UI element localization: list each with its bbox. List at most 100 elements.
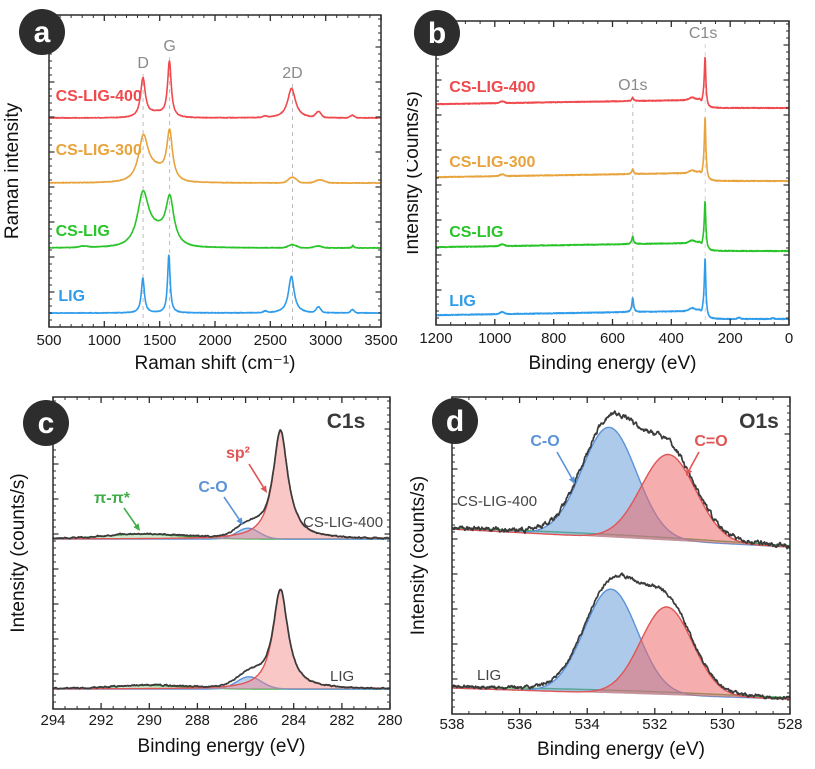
x-tick-label: 528 bbox=[777, 716, 802, 733]
series-line-cs-lig bbox=[48, 190, 382, 249]
panel-badge-circle bbox=[23, 400, 69, 446]
annotation-: π-π* bbox=[94, 490, 131, 507]
annotation-arrow bbox=[223, 496, 240, 520]
x-tick-label: 2500 bbox=[254, 332, 287, 349]
panel-b-chart: CS-LIG-400 CS-LIG-300 CS-LIG LIG 1200 1000 800… bbox=[407, 10, 793, 374]
series-line-cs-lig-300 bbox=[48, 128, 382, 185]
x-tick-label: 1200 bbox=[419, 330, 452, 347]
annotation-arrow bbox=[248, 463, 264, 488]
annotation-cs-lig-400: CS-LIG-400 bbox=[457, 493, 537, 510]
envelope-line-lig bbox=[451, 572, 791, 701]
x-tick-label: 3000 bbox=[309, 332, 342, 349]
x-tick-label: 294 bbox=[40, 712, 65, 729]
annotation-arrow bbox=[123, 507, 137, 526]
panel-badge-circle bbox=[432, 398, 478, 444]
x-tick-label: 400 bbox=[659, 330, 684, 347]
annotation-cs-lig-400: CS-LIG-400 bbox=[303, 514, 383, 531]
x-tick-label: 282 bbox=[329, 712, 354, 729]
x-tick-label: 3500 bbox=[364, 332, 397, 349]
axis-box bbox=[52, 396, 391, 710]
panel-badge-letter: d bbox=[446, 405, 464, 438]
x-axis-label: Binding energy (eV) bbox=[529, 353, 697, 374]
x-tick-label: 286 bbox=[233, 712, 258, 729]
x-tick-label: 532 bbox=[642, 716, 667, 733]
panel-badge-letter: a bbox=[34, 16, 51, 49]
component-fill-c-o bbox=[452, 427, 790, 547]
series-label-cs-lig-300: CS-LIG-300 bbox=[56, 142, 142, 159]
axis-box bbox=[435, 20, 790, 326]
peak-label-d: D bbox=[137, 55, 149, 72]
y-axis-label: Intensity (counts/s) bbox=[8, 473, 29, 632]
annotation-sp: sp² bbox=[226, 445, 250, 462]
series-line-cs-lig-300 bbox=[435, 117, 790, 183]
peak-label-g: G bbox=[163, 38, 175, 55]
series-label-cs-lig-400: CS-LIG-400 bbox=[56, 88, 142, 105]
series-label-lig: LIG bbox=[58, 288, 85, 305]
x-tick-label: 292 bbox=[89, 712, 114, 729]
x-tick-label: 1000 bbox=[478, 330, 511, 347]
series-line-cs-lig-400 bbox=[48, 60, 382, 119]
component-fill-c-o bbox=[452, 454, 790, 547]
envelope-line-lig bbox=[52, 588, 391, 690]
annotation-arrow bbox=[556, 451, 573, 479]
panel-badge-letter: b bbox=[428, 17, 446, 50]
panel-badge-letter: c bbox=[38, 407, 55, 440]
annotation-c1s: C1s bbox=[327, 410, 366, 433]
x-tick-label: 800 bbox=[541, 330, 566, 347]
panel-badge-circle bbox=[414, 10, 460, 56]
annotation-arrowhead bbox=[133, 523, 140, 531]
y-axis-label: Intensity (Counts/s) bbox=[407, 91, 423, 255]
series-line-cs-lig bbox=[435, 200, 790, 253]
series-label-cs-lig-300: CS-LIG-300 bbox=[449, 154, 535, 171]
panel-badge-circle bbox=[19, 9, 65, 55]
x-tick-label: 530 bbox=[710, 716, 735, 733]
component-fill-c-o bbox=[452, 607, 790, 699]
annotation-c-o: C=O bbox=[694, 433, 727, 450]
series-line-cs-lig-400 bbox=[435, 56, 790, 110]
x-tick-label: 0 bbox=[785, 330, 793, 347]
component-fill-pi-pi bbox=[53, 534, 390, 539]
annotation-o1s: O1s bbox=[739, 410, 779, 433]
series-label-cs-lig: CS-LIG bbox=[56, 223, 110, 240]
x-tick-label: 538 bbox=[439, 716, 464, 733]
component-line-c-o bbox=[452, 606, 790, 700]
x-tick-label: 284 bbox=[281, 712, 306, 729]
peak-label-o1s: O1s bbox=[618, 77, 647, 94]
x-axis-label: Binding energy (eV) bbox=[537, 739, 705, 760]
panel-b: CS-LIG-400 CS-LIG-300 CS-LIG LIG 1200 1000 800… bbox=[407, 0, 815, 384]
annotation-c-o: C-O bbox=[198, 479, 227, 496]
y-axis-label: Intensity (counts/s) bbox=[408, 476, 429, 635]
series-label-cs-lig: CS-LIG bbox=[449, 224, 503, 241]
annotation-arrowhead bbox=[260, 485, 267, 493]
x-tick-label: 534 bbox=[575, 716, 600, 733]
annotation-lig: LIG bbox=[330, 668, 354, 685]
annotation-arrowhead bbox=[568, 476, 575, 484]
series-line-lig bbox=[435, 258, 790, 321]
component-fill-c-o bbox=[452, 589, 790, 699]
panel-a: CS-LIG-400 CS-LIG-300 CS-LIG LIG 500 1000 1500… bbox=[0, 0, 407, 384]
x-tick-label: 536 bbox=[507, 716, 532, 733]
axis-box bbox=[48, 14, 382, 328]
x-tick-label: 200 bbox=[718, 330, 743, 347]
x-axis-label: Binding energy (eV) bbox=[138, 736, 306, 757]
envelope-line-cs-lig-400 bbox=[52, 429, 391, 540]
x-tick-label: 500 bbox=[36, 332, 61, 349]
x-tick-label: 280 bbox=[377, 712, 402, 729]
series-label-cs-lig-400: CS-LIG-400 bbox=[449, 79, 535, 96]
x-tick-label: 600 bbox=[600, 330, 625, 347]
panel-c: 294 292 290 288 286 284 282 280 Binding energy (… bbox=[0, 384, 407, 769]
x-tick-label: 290 bbox=[137, 712, 162, 729]
panel-d: 538 536 534 532 530 528 Binding energy (eV) Int… bbox=[407, 384, 815, 769]
annotation-lig: LIG bbox=[477, 667, 501, 684]
series-label-lig: LIG bbox=[449, 293, 476, 310]
x-tick-label: 288 bbox=[185, 712, 210, 729]
peak-label-c1s: C1s bbox=[689, 25, 717, 42]
y-axis-label: Raman intensity bbox=[2, 102, 23, 239]
annotation-arrow bbox=[688, 451, 700, 471]
x-tick-label: 1000 bbox=[88, 332, 121, 349]
peak-label-2d: 2D bbox=[282, 65, 302, 82]
x-axis-label: Raman shift (cm⁻¹) bbox=[135, 353, 296, 374]
x-tick-label: 2000 bbox=[198, 332, 231, 349]
panel-c-chart: 294 292 290 288 286 284 282 280 Binding energy (… bbox=[8, 396, 403, 757]
